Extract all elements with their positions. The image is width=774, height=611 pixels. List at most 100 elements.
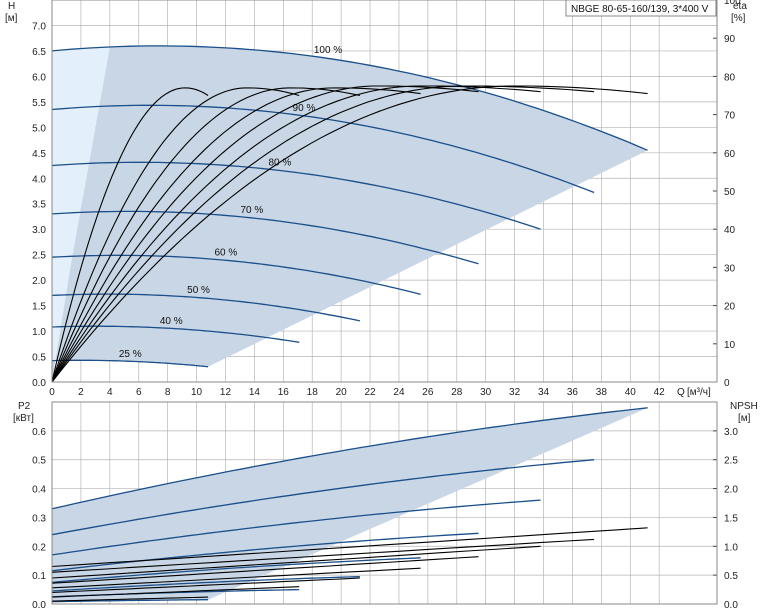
axis-labels: 0 2 4 6 8 10 12 14 16 18 20 22 24 26 28 30 32 34 36 38 40 420… — [32, 0, 741, 611]
y2-tick-label-top: 20 — [724, 302, 736, 313]
x-tick-label: 2 — [78, 387, 84, 398]
power-curve — [51, 407, 648, 510]
eta-curve — [51, 87, 300, 383]
speed-label: 100 % — [314, 45, 342, 56]
power-curve — [51, 599, 209, 603]
x-tick-label: 36 — [567, 387, 579, 398]
y2-tick-label-top: 90 — [724, 34, 736, 45]
y2-axis-label-top: eta — [733, 1, 747, 12]
power-curve — [51, 557, 421, 584]
y-tick-label-bottom: 0.0 — [32, 600, 46, 611]
x-tick-label: 34 — [538, 387, 550, 398]
speed-label: 60 % — [214, 248, 237, 259]
y-tick-label-top: 2.5 — [32, 251, 46, 262]
x-tick-label: 16 — [278, 387, 290, 398]
y2-axis-unit-bottom: [м] — [738, 413, 751, 424]
eta-curve — [51, 87, 421, 383]
y-tick-label-bottom: 0.6 — [32, 427, 46, 438]
head-curve — [51, 293, 361, 322]
eta-curve — [51, 87, 361, 383]
speed-label: 90 % — [293, 103, 316, 114]
x-tick-label: 32 — [509, 387, 521, 398]
y2-tick-label-bottom: 1.0 — [724, 542, 738, 553]
speed-label: 80 % — [268, 158, 291, 169]
y2-tick-label-top: 70 — [724, 111, 736, 122]
x-tick-label: 14 — [249, 387, 261, 398]
y2-tick-label-top: 30 — [724, 263, 736, 274]
y-tick-label-top: 0.0 — [32, 378, 46, 389]
bottom-plot-frame — [51, 401, 718, 605]
x-tick-label: 30 — [480, 387, 492, 398]
y-axis-label-bottom: P2 — [18, 401, 31, 412]
y-tick-label-top: 5.5 — [32, 98, 46, 109]
x-tick-label: 38 — [596, 387, 608, 398]
x-tick-label: 42 — [654, 387, 666, 398]
power-curve — [51, 575, 360, 592]
power-curve — [51, 459, 595, 536]
x-tick-label: 10 — [191, 387, 203, 398]
eta-curve — [51, 87, 209, 383]
y-tick-label-top: 2.0 — [32, 276, 46, 287]
speed-label: 70 % — [241, 205, 264, 216]
npsh-curve — [51, 538, 595, 573]
eta-curve — [51, 85, 648, 383]
head-curve — [52, 359, 209, 368]
npsh-curves — [51, 527, 648, 602]
top-band-region — [52, 45, 648, 383]
y-tick-label-top: 7.0 — [32, 21, 46, 32]
y-tick-label-top: 3.0 — [32, 225, 46, 236]
x-tick-label: 28 — [451, 387, 463, 398]
y2-tick-label-top: 60 — [724, 149, 736, 160]
x-tick-label: 12 — [220, 387, 232, 398]
y-tick-label-top: 3.5 — [32, 200, 46, 211]
npsh-curve — [51, 586, 300, 598]
y-tick-label-bottom: 0.1 — [32, 571, 46, 582]
y2-tick-label-top: 10 — [724, 340, 736, 351]
y-tick-label-bottom: 0.5 — [32, 456, 46, 467]
y-tick-label-top: 4.5 — [32, 149, 46, 160]
y2-tick-label-bottom: 1.5 — [724, 513, 738, 524]
top-light-region — [52, 47, 110, 382]
model-label: NBGE 80-65-160/139, 3*400 V — [571, 4, 709, 15]
head-curve — [51, 210, 479, 265]
model-box — [565, 0, 717, 17]
y2-tick-label-top: 40 — [724, 225, 736, 236]
speed-label: 50 % — [187, 285, 210, 296]
top-plot-frame — [51, 0, 718, 383]
npsh-curve — [51, 527, 648, 568]
y-tick-label-top: 1.0 — [32, 327, 46, 338]
head-curves: 100 % 90 % 80 % 70 % 60 % 50 % 40 % 25 % — [51, 45, 648, 368]
y-tick-label-top: 1.5 — [32, 302, 46, 313]
npsh-curve — [51, 577, 360, 594]
y-tick-label-top: 5.0 — [32, 123, 46, 134]
y-tick-label-top: 6.0 — [32, 72, 46, 83]
y2-tick-label-bottom: 0.5 — [724, 571, 738, 582]
y2-tick-label-bottom: 0.0 — [724, 600, 738, 611]
x-tick-label: 20 — [336, 387, 348, 398]
x-axis-label: Q — [677, 387, 685, 398]
head-curve — [51, 45, 648, 151]
bottom-band-region — [52, 407, 648, 602]
head-curve — [51, 254, 421, 296]
head-curve — [51, 161, 541, 230]
y2-tick-label-bottom: 2.0 — [724, 485, 738, 496]
x-tick-label: 40 — [625, 387, 637, 398]
x-tick-label: 0 — [49, 387, 55, 398]
y2-tick-label-top: 80 — [724, 72, 736, 83]
y2-tick-label-bottom: 3.0 — [724, 427, 738, 438]
y-tick-label-bottom: 0.4 — [32, 485, 46, 496]
x-tick-label: 8 — [165, 387, 171, 398]
npsh-curve — [51, 556, 479, 584]
speed-label: 25 % — [119, 349, 142, 360]
x-tick-label: 18 — [307, 387, 319, 398]
y-axis-unit-bottom: [кВт] — [13, 413, 34, 424]
y2-tick-label-top: 100 — [724, 0, 741, 7]
top-operating-range — [52, 45, 648, 383]
bottom-operating-range — [52, 407, 648, 602]
npsh-curve — [51, 596, 209, 602]
y-tick-label-bottom: 0.3 — [32, 513, 46, 524]
y2-tick-label-top: 50 — [724, 187, 736, 198]
y-tick-label-top: 4.0 — [32, 174, 46, 185]
npsh-curve — [51, 545, 541, 579]
y2-axis-label-bottom: NPSH — [730, 401, 758, 412]
